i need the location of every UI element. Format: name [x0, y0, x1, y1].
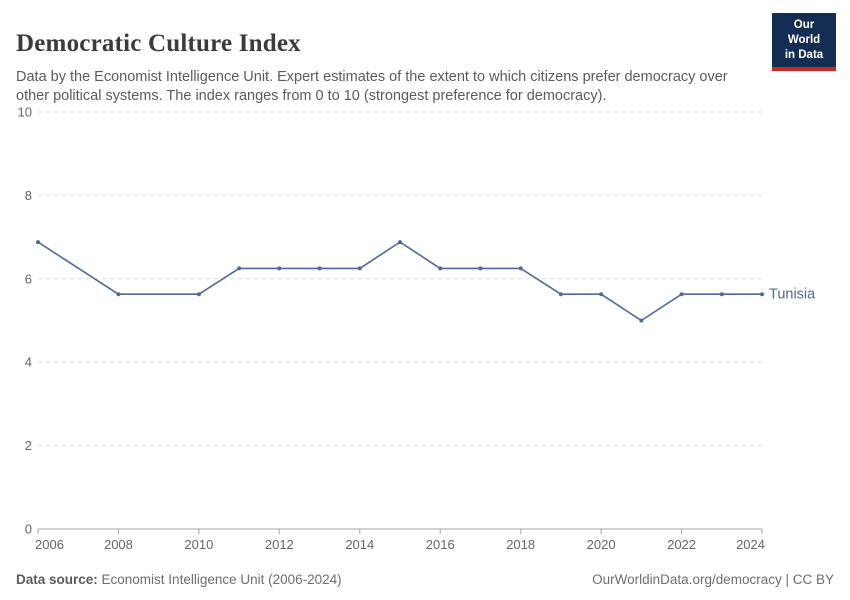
x-tick-label: 2010 [184, 537, 213, 552]
x-tick-label: 2014 [345, 537, 374, 552]
data-point[interactable] [558, 292, 563, 297]
y-tick-label: 10 [18, 105, 32, 120]
chart-footer: Data source: Economist Intelligence Unit… [16, 572, 834, 587]
owid-citation-link[interactable]: OurWorldinData.org/democracy | CC BY [592, 572, 834, 587]
y-tick-label: 8 [25, 188, 32, 203]
page-title: Democratic Culture Index [16, 29, 301, 57]
x-tick-label: 2008 [104, 537, 133, 552]
x-tick-label: 2020 [587, 537, 616, 552]
y-tick-label: 2 [25, 438, 32, 453]
data-point[interactable] [719, 292, 724, 297]
x-tick-label: 2012 [265, 537, 294, 552]
y-tick-label: 4 [25, 355, 32, 370]
data-point[interactable] [277, 266, 282, 271]
data-point[interactable] [116, 292, 121, 297]
owid-logo[interactable]: Our World in Data [772, 13, 836, 71]
data-source-value: Economist Intelligence Unit (2006-2024) [97, 572, 342, 587]
data-point[interactable] [679, 292, 684, 297]
data-point[interactable] [317, 266, 322, 271]
data-point[interactable] [518, 266, 523, 271]
data-source-note: Data source: Economist Intelligence Unit… [16, 572, 342, 587]
series-label[interactable]: Tunisia [769, 287, 816, 303]
data-point[interactable] [196, 292, 201, 297]
owid-logo-line2: in Data [784, 48, 824, 61]
x-tick-label: 2022 [667, 537, 696, 552]
x-tick-label: 2024 [736, 537, 765, 552]
y-tick-label: 6 [25, 271, 32, 286]
data-point[interactable] [36, 240, 40, 245]
data-source-label: Data source: [16, 572, 98, 587]
data-point[interactable] [760, 292, 764, 297]
data-point[interactable] [639, 318, 644, 323]
data-point[interactable] [438, 266, 443, 271]
data-point[interactable] [357, 266, 362, 271]
y-tick-label: 0 [25, 522, 32, 537]
data-point[interactable] [478, 266, 483, 271]
data-point[interactable] [599, 292, 604, 297]
data-point[interactable] [398, 240, 402, 245]
x-tick-label: 2016 [426, 537, 455, 552]
owid-logo-line1: Our World [787, 19, 821, 46]
x-tick-label: 2006 [35, 537, 64, 552]
chart-subtitle: Data by the Economist Intelligence Unit.… [16, 68, 728, 104]
x-tick-label: 2018 [506, 537, 535, 552]
trend-line[interactable] [37, 241, 763, 322]
data-point[interactable] [237, 266, 242, 271]
